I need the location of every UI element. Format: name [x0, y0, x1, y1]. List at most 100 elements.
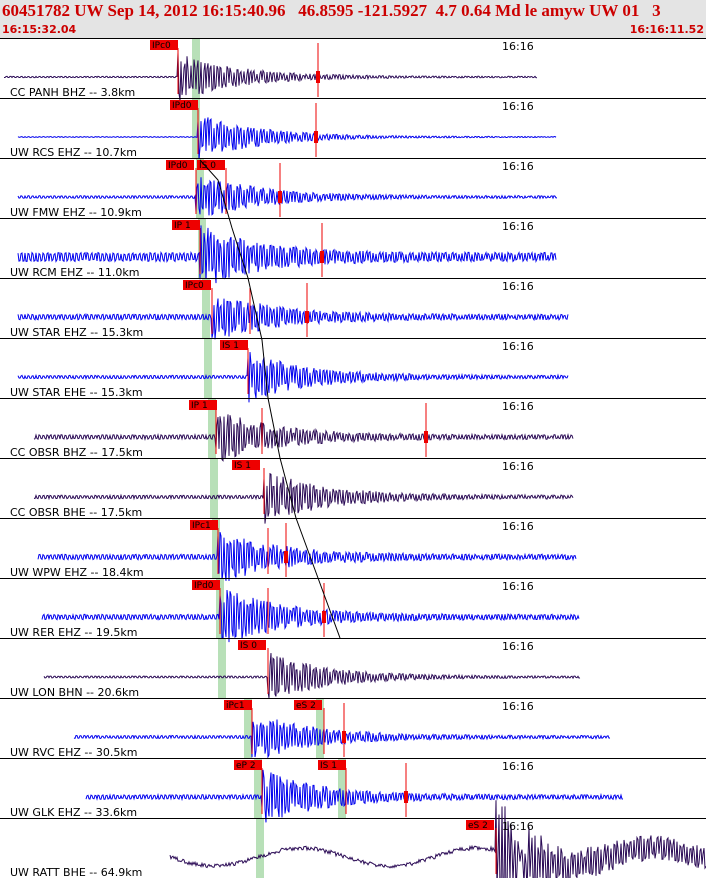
window-end-time: 16:16:11.52 — [629, 23, 704, 36]
phase-band — [198, 218, 206, 278]
p-pick-box — [234, 760, 262, 770]
phase-band — [202, 278, 210, 338]
trace-row: iPc1 eS 2 16:16 UW RVC EHZ -- 30.5km — [0, 698, 706, 759]
s-pick-box — [318, 760, 346, 770]
time-tick-label: 16:16 — [502, 700, 534, 713]
p-pick-box — [172, 220, 200, 230]
p-pick-label: IP 1 — [191, 401, 208, 411]
p-pick-box — [189, 400, 217, 410]
p-pick-box — [150, 40, 178, 50]
amplitude-pick-mark — [305, 311, 309, 323]
trace-row: IPc1 16:16 UW WPW EHZ -- 18.4km — [0, 518, 706, 582]
waveform — [73, 719, 611, 759]
time-tick-label: 16:16 — [502, 400, 534, 413]
amplitude-pick-mark — [404, 791, 408, 803]
time-tick-label: 16:16 — [502, 520, 534, 533]
amplitude-pick-mark — [316, 71, 320, 83]
s-pick-label: IS 0 — [199, 161, 216, 171]
event-header: 60451782 UW Sep 14, 2012 16:15:40.96 46.… — [0, 0, 706, 38]
trace-row: IP 1 16:16 CC OBSR BHZ -- 17.5km — [0, 398, 706, 462]
waveform — [33, 472, 574, 524]
p-pick-label: IP 1 — [174, 221, 191, 231]
phase-band — [244, 698, 252, 758]
time-tick-label: 16:16 — [502, 820, 534, 833]
p-pick-box — [224, 700, 252, 710]
time-tick-label: 16:16 — [502, 640, 534, 653]
trace-row: IS 1 16:16 CC OBSR BHE -- 17.5km — [0, 458, 706, 524]
s-pick-label: IS 1 — [234, 461, 251, 471]
station-label: UW FMW EHZ -- 10.9km — [10, 206, 142, 219]
trace-row: IPc0 16:16 UW STAR EHZ -- 15.3km — [0, 278, 706, 340]
trace-row: IPd0 16:16 UW RCS EHZ -- 10.7km — [0, 98, 706, 160]
waveform — [41, 589, 580, 643]
amplitude-pick-mark — [322, 611, 326, 623]
phase-band — [210, 458, 218, 518]
p-pick-label: eP 2 — [236, 761, 256, 771]
amplitude-pick-mark — [342, 731, 346, 743]
station-label: UW STAR EHE -- 15.3km — [10, 386, 143, 399]
phase-band — [192, 98, 200, 158]
s-pick-box — [220, 340, 248, 350]
trace-row: eS 2 16:16 UW RATT BHE -- 64.9km — [0, 800, 706, 878]
phase-band — [196, 158, 204, 218]
p-pick-label: IPd0 — [172, 101, 192, 111]
s-pick-label: eS 2 — [296, 701, 316, 711]
phase-band — [218, 638, 226, 698]
window-start-time: 16:15:32.04 — [2, 23, 77, 36]
amplitude-pick-mark — [284, 551, 288, 563]
p-pick-box — [166, 160, 194, 170]
waveform — [37, 531, 577, 582]
trace-row: IS 0 16:16 UW LON BHN -- 20.6km — [0, 638, 706, 699]
s-pick-label: IS 1 — [320, 761, 337, 771]
s-pick-box — [294, 700, 322, 710]
time-tick-label: 16:16 — [502, 340, 534, 353]
p-pick-label: IPc0 — [152, 41, 171, 51]
p-pick-label: IPc0 — [185, 281, 204, 291]
time-tick-label: 16:16 — [502, 280, 534, 293]
phase-band — [338, 758, 346, 818]
phase-band — [256, 818, 264, 878]
phase-band — [204, 338, 212, 398]
s-pick-label: eS 2 — [468, 821, 488, 831]
trace-row: IPd0 IS 0 16:16 UW FMW EHZ -- 10.9km — [0, 158, 706, 219]
phase-band — [254, 758, 262, 818]
station-label: CC OBSR BHE -- 17.5km — [10, 506, 142, 519]
station-label: UW RVC EHZ -- 30.5km — [10, 746, 137, 759]
time-tick-label: 16:16 — [502, 580, 534, 593]
s-pick-label: IS 1 — [222, 341, 239, 351]
trace-row: IPc0 16:16 CC PANH BHZ -- 3.8km — [0, 38, 706, 101]
waveform — [17, 225, 557, 284]
station-label: UW STAR EHZ -- 15.3km — [10, 326, 143, 339]
s-pick-box — [232, 460, 260, 470]
s-pick-label: IS 0 — [240, 641, 257, 651]
p-pick-label: IPc1 — [192, 521, 211, 531]
time-tick-label: 16:16 — [502, 220, 534, 233]
p-pick-box — [192, 580, 220, 590]
time-tick-label: 16:16 — [502, 40, 534, 53]
time-tick-label: 16:16 — [502, 760, 534, 773]
s-pick-box — [197, 160, 225, 170]
waveform — [17, 117, 557, 160]
phase-band — [192, 38, 200, 98]
event-title: 60451782 UW Sep 14, 2012 16:15:40.96 46.… — [2, 1, 661, 20]
station-label: UW GLK EHZ -- 33.6km — [10, 806, 137, 819]
p-pick-label: IPd0 — [194, 581, 214, 591]
trace-row: IP 1 16:16 UW RCM EHZ -- 11.0km — [0, 218, 706, 284]
p-pick-label: iPc1 — [226, 701, 245, 711]
amplitude-pick-mark — [278, 191, 282, 203]
s-pick-box — [466, 820, 494, 830]
time-tick-label: 16:16 — [502, 460, 534, 473]
p-pick-label: IPd0 — [168, 161, 188, 171]
p-pick-box — [170, 100, 198, 110]
time-tick-label: 16:16 — [502, 100, 534, 113]
time-tick-label: 16:16 — [502, 160, 534, 173]
station-label: CC PANH BHZ -- 3.8km — [10, 86, 135, 99]
waveform — [169, 800, 706, 878]
station-label: UW RCM EHZ -- 11.0km — [10, 266, 139, 279]
phase-band — [208, 398, 216, 458]
waveform — [33, 414, 574, 462]
p-pick-box — [183, 280, 211, 290]
waveform — [17, 177, 557, 216]
waveform — [85, 769, 624, 823]
waveform — [4, 52, 538, 101]
